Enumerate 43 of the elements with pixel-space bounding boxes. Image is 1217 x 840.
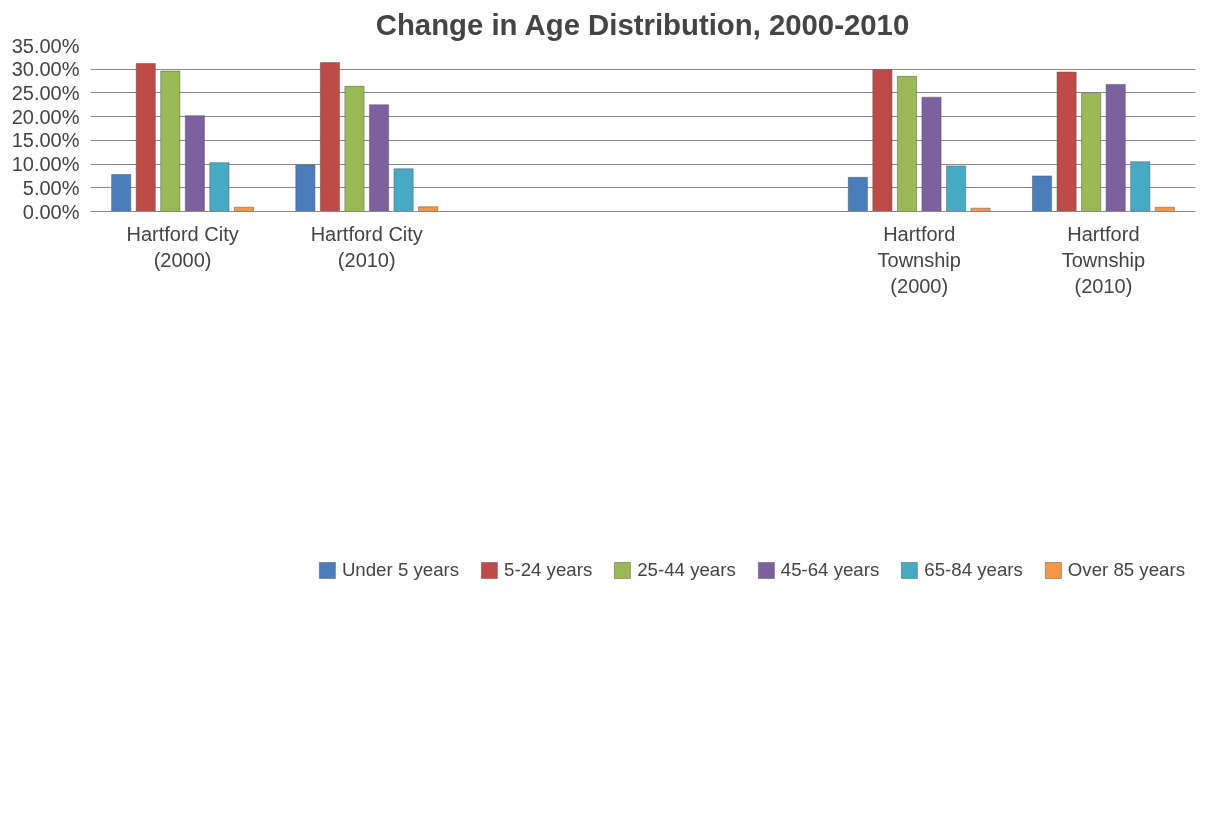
y-tick-label: 30.00% xyxy=(11,58,80,81)
bar xyxy=(872,69,893,212)
legend-label: 25-44 years xyxy=(637,559,736,581)
x-tick-label: Hartford City (2000) xyxy=(126,222,239,271)
bar xyxy=(135,63,156,212)
y-tick-label: 15.00% xyxy=(11,129,80,152)
bar xyxy=(295,164,316,212)
y-tick-label: 5.00% xyxy=(22,176,80,199)
bar xyxy=(185,115,205,212)
x-tick-label: Hartford Township (2000) xyxy=(877,222,961,298)
y-tick-label: 35.00% xyxy=(11,34,80,57)
bar xyxy=(393,168,414,212)
bar xyxy=(1032,175,1052,212)
bar xyxy=(418,206,438,212)
legend-label: 45-64 years xyxy=(780,559,880,581)
bar xyxy=(320,62,340,212)
legend-label: 65-84 years xyxy=(924,559,1023,581)
bar xyxy=(970,207,991,212)
x-tick-label: Hartford City (2010) xyxy=(310,222,423,271)
x-tick-label: Hartford Township (2010) xyxy=(1061,222,1146,298)
chart-title: Change in Age Distribution, 2000-2010 xyxy=(375,7,910,41)
bar xyxy=(921,96,942,212)
bar xyxy=(946,165,966,212)
bar xyxy=(369,104,389,212)
bar xyxy=(111,174,132,212)
bar xyxy=(1105,84,1126,212)
bar xyxy=(209,162,230,212)
bar xyxy=(1130,161,1151,212)
bar xyxy=(160,70,181,212)
bar xyxy=(848,177,868,212)
y-tick-label: 10.00% xyxy=(11,153,80,176)
bar xyxy=(897,76,917,212)
legend-label: Under 5 years xyxy=(341,559,460,581)
y-tick-label: 20.00% xyxy=(11,105,80,128)
bar xyxy=(1056,71,1077,212)
y-tick-label: 0.00% xyxy=(22,200,80,223)
bar xyxy=(1154,206,1175,212)
bar xyxy=(1081,93,1101,212)
y-tick-label: 25.00% xyxy=(11,81,80,104)
bar xyxy=(344,86,365,212)
legend-label: Over 85 years xyxy=(1067,559,1185,581)
legend-label: 5-24 years xyxy=(504,559,593,581)
bar xyxy=(234,206,254,212)
